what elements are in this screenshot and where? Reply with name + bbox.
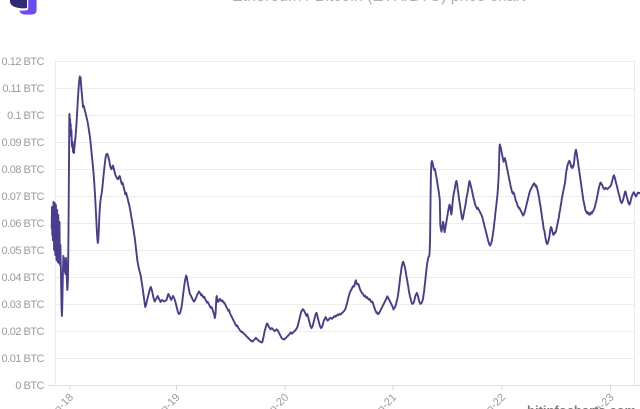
svg-text:0.03 BTC: 0.03 BTC xyxy=(2,299,45,311)
svg-text:0.1 BTC: 0.1 BTC xyxy=(7,110,44,122)
svg-text:0.09 BTC: 0.09 BTC xyxy=(2,137,45,149)
svg-text:0 BTC: 0 BTC xyxy=(15,380,44,392)
svg-text:Jan-18: Jan-18 xyxy=(44,392,76,409)
svg-text:0.04 BTC: 0.04 BTC xyxy=(2,272,45,284)
svg-text:Jan-19: Jan-19 xyxy=(150,392,182,409)
svg-text:0.08 BTC: 0.08 BTC xyxy=(2,164,45,176)
svg-text:0.06 BTC: 0.06 BTC xyxy=(2,218,45,230)
svg-text:Jan-22: Jan-22 xyxy=(476,392,508,409)
svg-text:0.05 BTC: 0.05 BTC xyxy=(2,245,45,257)
svg-text:0.12 BTC: 0.12 BTC xyxy=(2,56,45,68)
svg-text:0.01 BTC: 0.01 BTC xyxy=(2,353,45,365)
svg-text:bitinfocharts.com: bitinfocharts.com xyxy=(527,403,636,409)
svg-text:Jan-21: Jan-21 xyxy=(367,392,399,409)
svg-text:Jan-20: Jan-20 xyxy=(259,392,291,409)
svg-text:Ethereum / Bitcoin (ETH/BTC) p: Ethereum / Bitcoin (ETH/BTC) price chart xyxy=(232,0,526,5)
svg-text:0.02 BTC: 0.02 BTC xyxy=(2,326,45,338)
svg-text:0.07 BTC: 0.07 BTC xyxy=(2,191,45,203)
svg-text:0.11 BTC: 0.11 BTC xyxy=(2,83,44,95)
